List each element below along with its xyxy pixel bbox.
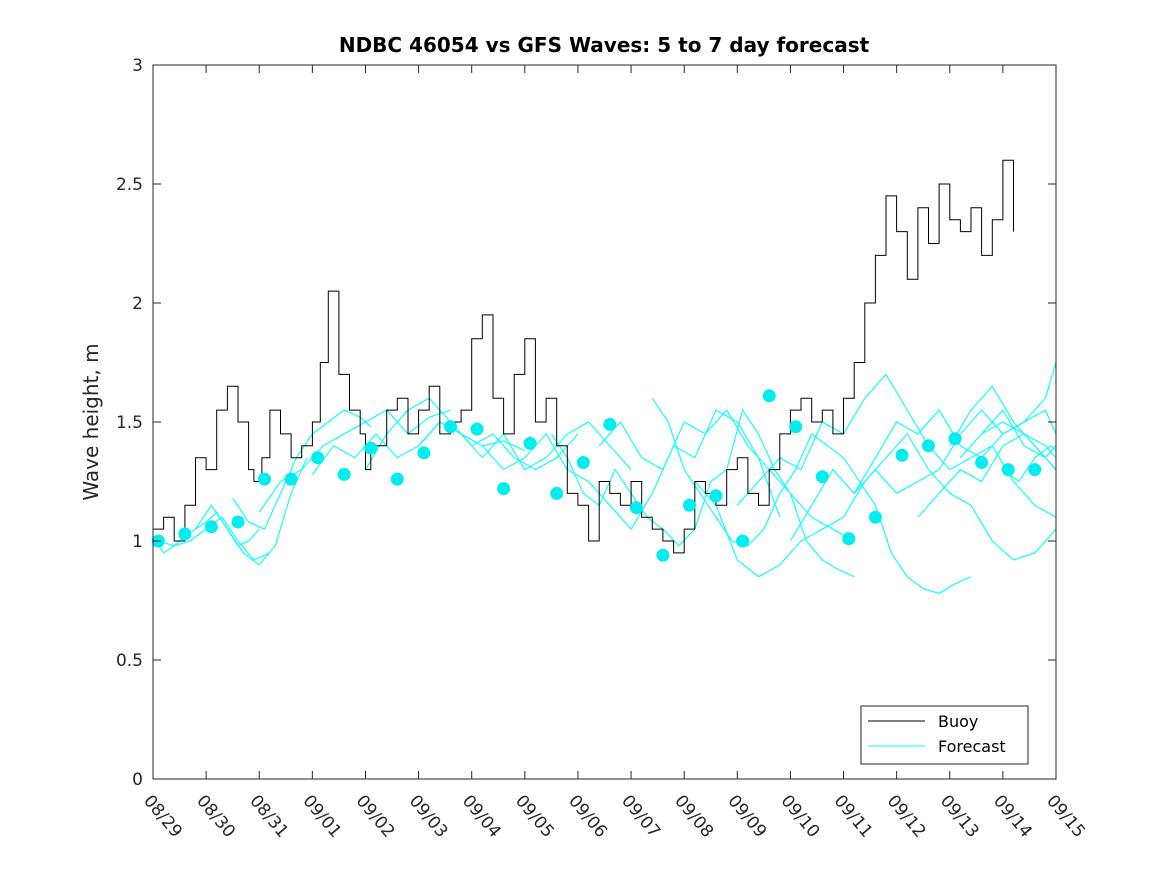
forecast-marker-9 bbox=[390, 472, 404, 486]
forecast-line-1 bbox=[152, 511, 260, 554]
y-tick-label-2: 1 bbox=[132, 532, 143, 552]
forecast-marker-31 bbox=[975, 456, 989, 469]
forecast-marker-13 bbox=[497, 482, 511, 496]
forecast-line-21 bbox=[1002, 445, 1057, 483]
forecast-line-14 bbox=[736, 373, 1057, 518]
forecast-marker-33 bbox=[1028, 463, 1042, 477]
y-tick-label-0: 0 bbox=[132, 770, 143, 790]
forecast-marker-30 bbox=[948, 432, 962, 446]
forecast-marker-14 bbox=[523, 436, 537, 450]
forecast-line-16 bbox=[853, 409, 1057, 495]
y-tick-label-6: 3 bbox=[132, 56, 143, 76]
forecast-marker-32 bbox=[1001, 463, 1015, 477]
y-tick-label-1: 0.5 bbox=[116, 651, 143, 671]
forecast-marker-2 bbox=[204, 520, 218, 534]
forecast-marker-6 bbox=[311, 451, 325, 465]
forecast-line-3 bbox=[195, 457, 308, 566]
forecast-line-11 bbox=[598, 409, 855, 542]
forecast-marker-25 bbox=[815, 470, 829, 484]
forecast-marker-28 bbox=[895, 448, 909, 462]
forecast-marker-8 bbox=[364, 441, 378, 455]
buoy-line bbox=[153, 159, 1014, 554]
legend-buoy-label: Buoy bbox=[938, 712, 978, 731]
y-tick-label-3: 1.5 bbox=[116, 413, 143, 433]
legend-forecast-label: Forecast bbox=[938, 737, 1006, 756]
forecast-marker-11 bbox=[444, 420, 457, 434]
y-axis-label: Wave height, m bbox=[79, 343, 103, 500]
forecast-marker-4 bbox=[258, 472, 271, 486]
forecast-marker-20 bbox=[683, 498, 696, 512]
forecast-marker-7 bbox=[337, 467, 351, 481]
y-tick-label-5: 2.5 bbox=[116, 175, 143, 195]
forecast-marker-23 bbox=[762, 389, 776, 403]
forecast-line-20 bbox=[981, 409, 1057, 459]
forecast-marker-24 bbox=[789, 420, 803, 434]
forecast-marker-22 bbox=[736, 534, 750, 548]
forecast-marker-27 bbox=[868, 510, 882, 524]
legend: Buoy Forecast bbox=[860, 705, 1029, 765]
chart-title: NDBC 46054 vs GFS Waves: 5 to 7 day fore… bbox=[339, 33, 870, 57]
forecast-marker-15 bbox=[550, 486, 564, 500]
forecast-line-10 bbox=[550, 408, 855, 578]
forecast-marker-17 bbox=[603, 417, 617, 431]
plot-area bbox=[151, 159, 1057, 594]
forecast-marker-3 bbox=[231, 515, 245, 529]
forecast-line-9 bbox=[481, 409, 781, 531]
forecast-line-17 bbox=[917, 433, 1057, 518]
forecast-marker-19 bbox=[656, 548, 670, 562]
forecast-marker-1 bbox=[178, 527, 192, 541]
legend-box bbox=[860, 705, 1029, 765]
forecast-marker-10 bbox=[417, 446, 431, 460]
forecast-marker-26 bbox=[842, 532, 856, 546]
forecast-marker-12 bbox=[470, 422, 484, 436]
forecast-marker-21 bbox=[709, 489, 723, 503]
forecast-marker-5 bbox=[284, 472, 298, 486]
forecast-line-12 bbox=[651, 397, 972, 594]
forecast-marker-29 bbox=[922, 439, 935, 453]
forecast-marker-18 bbox=[629, 501, 643, 515]
forecast-marker-16 bbox=[576, 456, 590, 469]
y-tick-label-4: 2 bbox=[132, 294, 143, 314]
